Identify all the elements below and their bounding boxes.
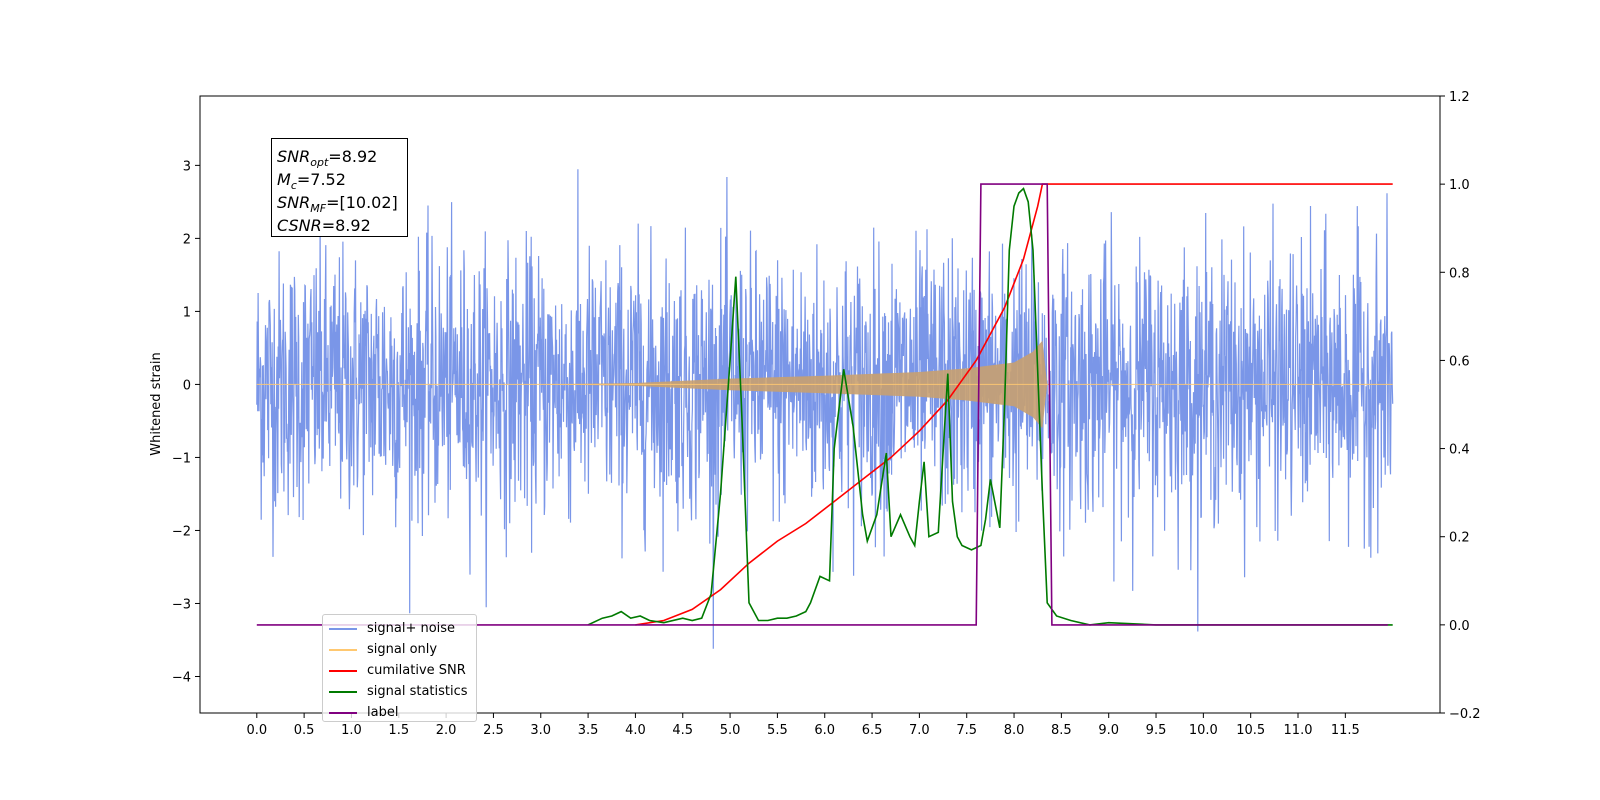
y-tick-label: −2 bbox=[172, 524, 191, 539]
x-axis: 0.0 0.5 1.0 1.5 2.0 2.5 3.0 3.5 4.0 4.5 5.0 5.5 6.0 6… bbox=[246, 713, 1360, 738]
y2-tick-label: 0.6 bbox=[1449, 354, 1470, 369]
y-tick-label: −3 bbox=[172, 597, 191, 612]
y-tick-label: 0 bbox=[183, 378, 191, 393]
x-tick-label: 3.0 bbox=[530, 723, 551, 738]
annotation-snr-opt: SNRopt=8.92 bbox=[277, 147, 378, 170]
y-tick-label: 1 bbox=[183, 305, 191, 320]
legend-item-cumulative-snr: cumilative SNR bbox=[329, 660, 476, 681]
x-tick-label: 3.5 bbox=[578, 723, 599, 738]
x-tick-label: 8.0 bbox=[1004, 723, 1025, 738]
legend-swatch bbox=[329, 711, 357, 714]
x-tick-label: 4.5 bbox=[672, 723, 693, 738]
legend: signal+ noise signal only cumilative SNR… bbox=[322, 614, 477, 722]
legend-item-signal-only: signal only bbox=[329, 639, 476, 660]
y2-tick-label: 0.4 bbox=[1449, 443, 1470, 458]
y-tick-label: −4 bbox=[172, 670, 191, 685]
y-axis-label: Whitened strain bbox=[149, 352, 164, 455]
x-tick-label: 7.5 bbox=[956, 723, 977, 738]
x-tick-label: 10.0 bbox=[1189, 723, 1218, 738]
annotation-mc: Mc=7.52 bbox=[277, 170, 346, 193]
x-tick-label: 1.0 bbox=[341, 723, 362, 738]
legend-swatch bbox=[329, 627, 357, 630]
annotation-csnr: CSNR=8.92 bbox=[277, 216, 371, 235]
series-line-signal-noise bbox=[256, 169, 1394, 649]
x-tick-label: 10.5 bbox=[1236, 723, 1265, 738]
x-tick-label: 11.0 bbox=[1284, 723, 1313, 738]
y2-tick-label: 1.2 bbox=[1449, 90, 1470, 105]
x-tick-label: 5.0 bbox=[720, 723, 741, 738]
x-tick-label: 1.5 bbox=[388, 723, 409, 738]
x-tick-label: 7.0 bbox=[909, 723, 930, 738]
y-tick-label: 2 bbox=[183, 232, 191, 247]
x-tick-label: 0.0 bbox=[246, 723, 267, 738]
annotation-box: SNRopt=8.92 Mc=7.52 SNRMF=[10.02] CSNR=8… bbox=[271, 138, 408, 237]
x-tick-label: 6.0 bbox=[814, 723, 835, 738]
x-tick-label: 9.0 bbox=[1098, 723, 1119, 738]
x-tick-label: 0.5 bbox=[294, 723, 315, 738]
x-tick-label: 4.0 bbox=[625, 723, 646, 738]
plot-frame bbox=[199, 95, 1441, 714]
y2-tick-label: 0.8 bbox=[1449, 266, 1470, 281]
x-tick-label: 6.5 bbox=[862, 723, 883, 738]
legend-swatch bbox=[329, 690, 357, 693]
legend-item-signal-statistics: signal statistics bbox=[329, 681, 476, 702]
y-axis-right: 1.2 1.0 0.8 0.6 0.4 0.2 0.0 −0.2 bbox=[1440, 90, 1481, 722]
legend-swatch bbox=[329, 648, 357, 651]
legend-swatch bbox=[329, 669, 357, 672]
x-tick-label: 8.5 bbox=[1051, 723, 1072, 738]
y2-tick-label: 1.0 bbox=[1449, 178, 1470, 193]
x-tick-label: 5.5 bbox=[767, 723, 788, 738]
annotation-snr-mf: SNRMF=[10.02] bbox=[277, 193, 398, 216]
y2-tick-label: −0.2 bbox=[1449, 707, 1481, 722]
legend-item-signal-noise: signal+ noise bbox=[329, 618, 476, 639]
x-tick-label: 2.5 bbox=[483, 723, 504, 738]
x-tick-label: 11.5 bbox=[1331, 723, 1360, 738]
legend-item-label: label bbox=[329, 702, 476, 723]
y-tick-label: 3 bbox=[183, 159, 191, 174]
x-tick-label: 2.0 bbox=[436, 723, 457, 738]
y2-tick-label: 0.2 bbox=[1449, 531, 1470, 546]
series-line-cumulative-snr bbox=[635, 183, 1393, 626]
y-tick-label: −1 bbox=[172, 451, 191, 466]
series-line-label bbox=[256, 183, 1388, 626]
y2-tick-label: 0.0 bbox=[1449, 619, 1470, 634]
x-tick-label: 9.5 bbox=[1146, 723, 1167, 738]
y-axis-left: 3 2 1 0 −1 −2 −3 −4 bbox=[172, 159, 200, 685]
series-line-signal-statistics bbox=[587, 187, 1393, 626]
